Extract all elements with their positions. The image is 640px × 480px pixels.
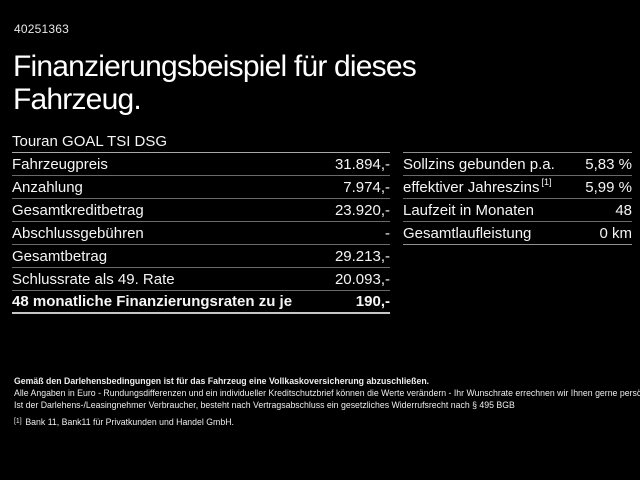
listing-id: 40251363: [14, 22, 69, 36]
row-label: Schlussrate als 49. Rate: [12, 270, 175, 288]
row-label: Anzahlung: [12, 178, 83, 196]
footnote-marker: [1]: [14, 416, 22, 425]
table-row: Sollzins gebunden p.a. 5,83 %: [403, 153, 632, 176]
row-label: Fahrzeugpreis: [12, 155, 108, 173]
footnote-text: Bank 11, Bank11 für Privatkunden und Han…: [25, 417, 234, 428]
row-value: 5,83 %: [585, 155, 632, 173]
table-row: Fahrzeugpreis 31.894,-: [12, 153, 390, 176]
row-value: 5,99 %: [585, 178, 632, 196]
row-value: 0 km: [599, 224, 632, 242]
row-value: 48: [615, 201, 632, 219]
legal-fine-print: Gemäß den Darlehensbedingungen ist für d…: [14, 376, 640, 429]
table-row: Abschlussgebühren -: [12, 222, 390, 245]
disclaimer-line: Alle Angaben in Euro - Rundungsdifferenz…: [14, 388, 640, 399]
bank-footnote: [1] Bank 11, Bank11 für Privatkunden und …: [14, 416, 640, 429]
financing-table-left: Touran GOAL TSI DSG Fahrzeugpreis 31.894…: [12, 130, 390, 314]
row-value: 190,-: [355, 293, 390, 310]
page-title: Finanzierungsbeispiel für dieses Fahrzeu…: [13, 50, 417, 116]
row-value: 20.093,-: [334, 270, 390, 288]
financing-table-right: Sollzins gebunden p.a. 5,83 % effektiver…: [403, 152, 632, 245]
page-title-line2: Fahrzeug.: [13, 83, 142, 116]
footnote-ref: [1]: [541, 177, 552, 187]
disclaimer-line: Ist der Darlehens-/Leasingnehmer Verbrau…: [14, 400, 515, 411]
row-label: Gesamtkreditbetrag: [12, 201, 144, 219]
insurance-note: Gemäß den Darlehensbedingungen ist für d…: [14, 376, 430, 387]
row-label: Gesamtbetrag: [12, 247, 108, 265]
row-label: effektiver Jahreszins [1]: [403, 177, 552, 196]
vehicle-model-row: Touran GOAL TSI DSG: [12, 130, 390, 153]
table-row: Gesamtbetrag 29.213,-: [12, 245, 390, 268]
row-value: 31.894,-: [334, 155, 390, 173]
row-label: Abschlussgebühren: [12, 224, 144, 242]
page-title-line1: Finanzierungsbeispiel für dieses: [13, 50, 417, 83]
row-label: Gesamtlaufleistung: [403, 224, 532, 242]
table-row: Schlussrate als 49. Rate 20.093,-: [12, 268, 390, 291]
table-row: Anzahlung 7.974,-: [12, 176, 390, 199]
monthly-rate-row: 48 monatliche Finanzierungsraten zu je 1…: [12, 291, 390, 314]
table-row: effektiver Jahreszins [1] 5,99 %: [403, 176, 632, 199]
table-row: Laufzeit in Monaten 48: [403, 199, 632, 222]
row-label: 48 monatliche Finanzierungsraten zu je: [12, 293, 293, 310]
row-label: Sollzins gebunden p.a.: [403, 155, 555, 173]
vehicle-model: Touran GOAL TSI DSG: [12, 132, 168, 150]
row-value: -: [385, 224, 390, 242]
row-value: 29.213,-: [334, 247, 390, 265]
row-value: 23.920,-: [334, 201, 390, 219]
table-row: Gesamtkreditbetrag 23.920,-: [12, 199, 390, 222]
table-row: Gesamtlaufleistung 0 km: [403, 222, 632, 245]
row-value: 7.974,-: [343, 178, 390, 196]
row-label: Laufzeit in Monaten: [403, 201, 534, 219]
